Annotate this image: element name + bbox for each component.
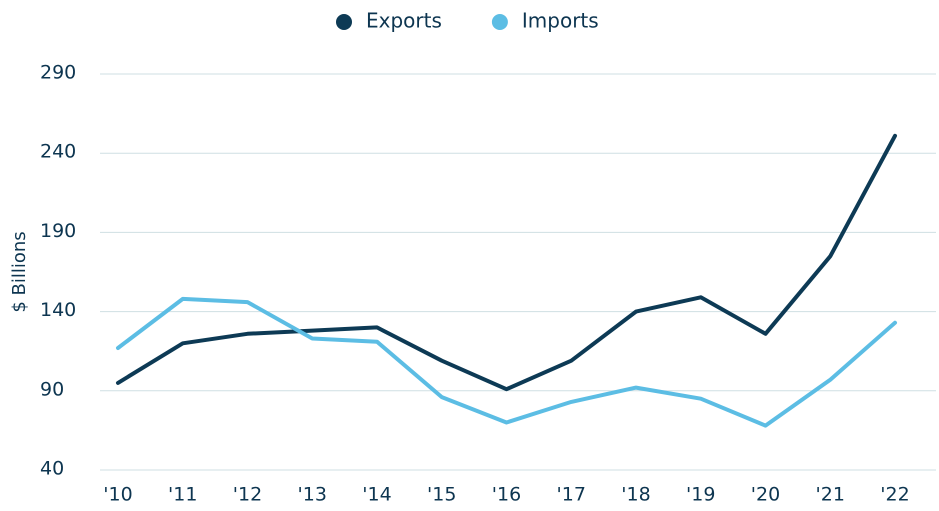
x-tick-label: '20	[751, 484, 780, 506]
x-tick-label: '22	[880, 484, 909, 506]
series-line	[116, 133, 897, 392]
y-tick-label: 40	[40, 458, 64, 480]
x-tick-label: '18	[621, 484, 650, 506]
lines	[116, 133, 897, 428]
x-tick-label: '15	[427, 484, 456, 506]
y-tick-label: 240	[40, 141, 76, 163]
x-tick-label: '21	[816, 484, 845, 506]
y-tick-label: 90	[40, 378, 64, 400]
x-tick-label: '16	[492, 484, 521, 506]
labels: 40 90 140 190 240 290 '10 '11 '12 '13 '14 '15 '16 '17…	[40, 62, 910, 506]
legend-marker	[336, 14, 352, 30]
x-tick-label: '14	[362, 484, 391, 506]
y-tick-label: 190	[40, 220, 76, 242]
x-tick-label: '17	[557, 484, 586, 506]
grid	[100, 73, 936, 471]
legend: Exports Imports	[336, 9, 599, 33]
x-tick-label: '13	[298, 484, 327, 506]
x-tick-label: '12	[233, 484, 262, 506]
x-tick-label: '11	[168, 484, 197, 506]
y-tick-label: 140	[40, 299, 76, 321]
y-tick-label: 290	[40, 62, 76, 84]
x-tick-label: '10	[103, 484, 132, 506]
y-axis-label: $ Billions	[9, 231, 30, 312]
legend-label: Imports	[522, 9, 599, 33]
legend-label: Exports	[366, 9, 442, 33]
legend-marker	[491, 14, 508, 30]
series-line	[116, 296, 897, 428]
x-tick-label: '19	[686, 484, 715, 506]
